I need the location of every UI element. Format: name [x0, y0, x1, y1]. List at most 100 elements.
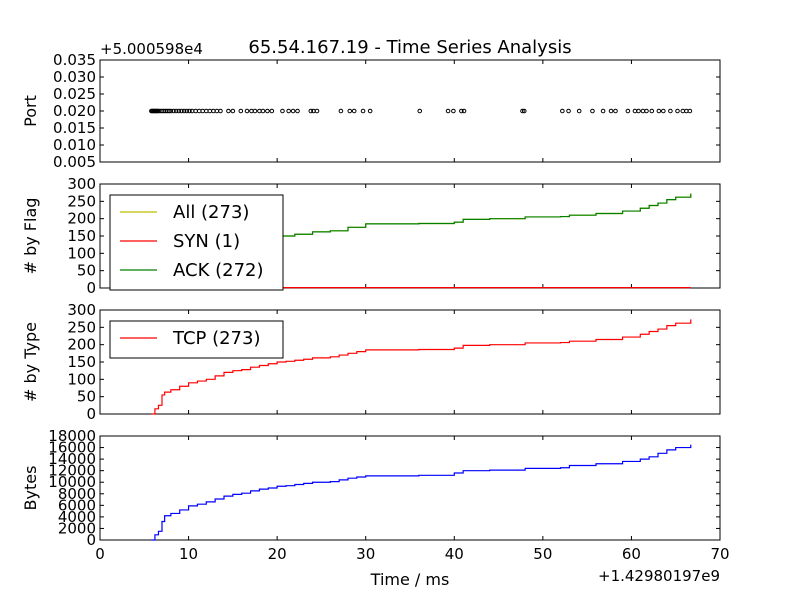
scatter-point: [252, 108, 258, 114]
y-axis-label: # by Type: [21, 322, 40, 402]
scatter-point: [566, 108, 571, 114]
scatter-point: [576, 108, 582, 114]
y-tick-label: 250: [67, 318, 96, 336]
scatter-point: [625, 108, 631, 114]
scatter-point: [187, 108, 192, 114]
y-tick-label: 150: [67, 227, 96, 245]
x-tick-label: 40: [445, 545, 464, 563]
x-tick-label: 30: [356, 545, 375, 563]
scatter-point: [184, 108, 190, 114]
scatter-point: [238, 108, 244, 114]
scatter-point: [520, 108, 525, 114]
scatter-point: [280, 108, 285, 114]
legend-label: ACK (272): [173, 260, 264, 281]
y-tick-label: 18000: [48, 427, 96, 445]
y-tick-label: 0.020: [53, 102, 96, 120]
scatter-point: [179, 108, 184, 114]
x-axis-label: Time / ms: [370, 570, 450, 589]
y-tick-label: 0: [86, 531, 96, 549]
scatter-point: [360, 108, 366, 114]
y-tick-label: 0.005: [53, 153, 96, 171]
scatter-point: [269, 108, 275, 114]
scatter-point: [265, 108, 270, 114]
scatter-point: [176, 108, 182, 114]
scatter-point: [417, 108, 423, 114]
scatter-point: [521, 108, 527, 114]
y-tick-label: 200: [67, 336, 96, 354]
y-offset-label: +5.000598e4: [100, 40, 203, 58]
series-line-1: [151, 319, 692, 415]
y-tick-label: 0: [86, 279, 96, 297]
x-tick-label: 60: [622, 545, 641, 563]
x-offset-label: +1.42980197e9: [598, 567, 720, 585]
scatter-point: [613, 108, 618, 114]
y-tick-label: 8000: [58, 485, 96, 503]
scatter-point: [347, 108, 353, 114]
legend-box: [109, 320, 284, 359]
y-tick-label: 16000: [48, 439, 96, 457]
scatter-point: [166, 108, 172, 114]
axes-frame: [99, 435, 721, 541]
y-tick-label: 4000: [58, 508, 96, 526]
x-tick-label: 50: [533, 545, 552, 563]
scatter-point: [600, 108, 606, 114]
scatter-point: [636, 108, 641, 114]
y-tick-label: 250: [67, 192, 96, 210]
x-tick-label: 0: [95, 545, 105, 563]
scatter-point: [649, 108, 655, 114]
scatter-point: [286, 108, 291, 114]
y-tick-label: 0.015: [53, 119, 96, 137]
y-tick-label: 50: [77, 388, 96, 406]
scatter-point: [590, 108, 595, 114]
series-line-1: [151, 444, 692, 541]
figure-title: 65.54.167.19 - Time Series Analysis: [248, 37, 571, 58]
scatter-point: [459, 108, 464, 114]
legend: TCP (273): [109, 320, 284, 359]
scatter-point: [351, 108, 357, 114]
scatter-point: [560, 108, 565, 114]
y-axis-label: Port: [21, 95, 40, 127]
y-tick-label: 0: [86, 405, 96, 423]
y-tick-label: 6000: [58, 496, 96, 514]
y-tick-label: 50: [77, 262, 96, 280]
y-tick-label: 14000: [48, 450, 96, 468]
scatter-point: [295, 108, 300, 114]
panel-4: 0200040006000800010000120001400016000180…: [21, 427, 730, 589]
scatter-point: [338, 108, 344, 114]
legend-label: SYN (1): [173, 231, 240, 252]
x-tick-label: 10: [179, 545, 198, 563]
scatter-point: [226, 108, 231, 114]
scatter-point: [661, 108, 666, 114]
y-tick-label: 100: [67, 244, 96, 262]
scatter-point: [171, 108, 176, 114]
y-tick-label: 150: [67, 353, 96, 371]
y-tick-label: 0.010: [53, 136, 96, 154]
y-tick-label: 0.030: [53, 68, 96, 86]
y-tick-label: 100: [67, 370, 96, 388]
legend-label: TCP (273): [172, 328, 261, 349]
x-tick-label: 70: [710, 545, 729, 563]
legend-box: [109, 194, 284, 291]
axes-frame: [99, 309, 721, 415]
scatter-point: [308, 108, 314, 114]
y-tick-label: 300: [67, 301, 96, 319]
scatter-point: [173, 108, 179, 114]
y-axis-label: # by Flag: [21, 198, 40, 275]
scatter-point: [244, 108, 250, 114]
y-tick-label: 10000: [48, 473, 96, 491]
scatter-point: [367, 108, 373, 114]
scatter-point: [461, 108, 467, 114]
scatter-point: [687, 108, 693, 114]
y-tick-label: 12000: [48, 462, 96, 480]
x-tick-label: 20: [268, 545, 287, 563]
y-tick-label: 0.025: [53, 85, 96, 103]
scatter-point: [451, 108, 456, 114]
scatter-point: [218, 108, 223, 114]
scatter-point: [181, 108, 187, 114]
legend-label: All (273): [173, 202, 249, 223]
scatter-point: [314, 108, 320, 114]
